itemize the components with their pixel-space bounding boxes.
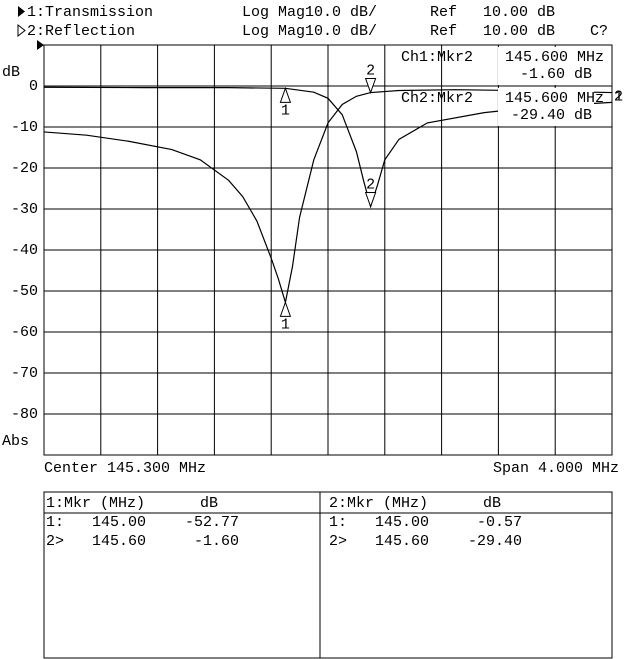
- row-marker: 1:: [46, 514, 64, 531]
- ref-value: 10.00 dB: [483, 23, 555, 40]
- channel-indicator: [17, 23, 26, 38]
- trace: [43, 86, 613, 209]
- row-freq: 145.00: [92, 514, 146, 531]
- format: Log Mag: [242, 23, 305, 40]
- readout-bg: [498, 47, 594, 85]
- y-tick-label: -70: [11, 365, 38, 382]
- row-freq: 145.60: [92, 533, 146, 550]
- marker-label: 2: [366, 63, 375, 80]
- trace: [43, 89, 613, 303]
- row-value: -29.40: [468, 533, 522, 550]
- row-value: -1.60: [194, 533, 239, 550]
- format: Log Mag: [242, 4, 305, 21]
- marker: [364, 78, 377, 95]
- ref-value: 10.00 dB: [483, 4, 555, 21]
- row-marker: 2>: [329, 533, 347, 550]
- y-tick-label: -80: [11, 406, 38, 423]
- marker: [364, 192, 377, 209]
- y-tick-label: -60: [11, 324, 38, 341]
- scale: 10.0 dB/: [305, 4, 377, 21]
- table-header: 1:Mkr (MHz): [46, 495, 145, 512]
- y-tick-label: 0: [29, 78, 38, 95]
- y-axis-label: dB: [2, 64, 20, 81]
- active-indicator: [18, 6, 25, 17]
- readout-marker: Ch2:Mkr2: [401, 90, 473, 107]
- marker: [279, 300, 292, 317]
- y-tick-label: -30: [11, 201, 38, 218]
- y-tick-label: -10: [11, 119, 38, 136]
- ref-pointer: [37, 40, 44, 50]
- marker-label: 1: [281, 316, 290, 333]
- channel: 2:Reflection: [27, 23, 135, 40]
- row-marker: 1:: [329, 514, 347, 531]
- y-bottom-label: Abs: [2, 433, 29, 450]
- ref: Ref: [430, 23, 457, 40]
- marker-label: 2: [366, 177, 375, 194]
- row-freq: 145.60: [375, 533, 429, 550]
- channel: 1:Transmission: [27, 4, 153, 21]
- marker: [279, 86, 292, 103]
- y-tick-label: -20: [11, 160, 38, 177]
- row-value: -0.57: [477, 514, 522, 531]
- readout-freq: 145.600 MHz: [505, 90, 604, 107]
- readout-freq: 145.600 MHz: [505, 49, 604, 66]
- trace-label: 2: [614, 88, 623, 105]
- table-header: dB: [200, 495, 218, 512]
- y-tick-label: -40: [11, 242, 38, 259]
- trace-label: 1: [614, 89, 623, 106]
- table-header: 2:Mkr (MHz): [329, 495, 428, 512]
- readout-value: -1.60 dB: [520, 66, 592, 83]
- span: Span 4.000 MHz: [493, 460, 619, 477]
- scale: 10.0 dB/: [305, 23, 377, 40]
- y-tick-label: -50: [11, 283, 38, 300]
- ref: Ref: [430, 4, 457, 21]
- row-value: -52.77: [185, 514, 239, 531]
- table-header: dB: [483, 495, 501, 512]
- row-freq: 145.00: [375, 514, 429, 531]
- marker-label: 1: [281, 102, 290, 119]
- readout-value: -29.40 dB: [511, 107, 592, 124]
- row-marker: 2>: [46, 533, 64, 550]
- readout-bg: [498, 88, 594, 126]
- readout-marker: Ch1:Mkr2: [401, 49, 473, 66]
- center: Center 145.300 MHz: [44, 460, 206, 477]
- status: C?: [590, 23, 608, 40]
- marker-table-frame: [43, 491, 613, 659]
